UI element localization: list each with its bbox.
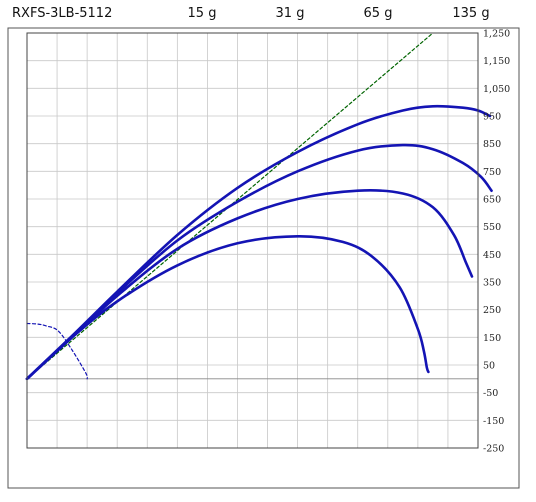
y-tick-label: 750 xyxy=(483,167,501,178)
model-title: RXFS-3LB-5112 xyxy=(12,6,112,21)
plot-border xyxy=(26,32,479,449)
y-tick-label: 1,050 xyxy=(483,84,510,95)
y-tick-label: 350 xyxy=(483,278,501,289)
y-tick-label: 1,250 xyxy=(483,29,510,40)
series-line-31g xyxy=(25,189,474,381)
y-tick-label: 150 xyxy=(483,333,501,344)
weight-label-15g: 15 g xyxy=(188,6,217,21)
grid xyxy=(27,33,478,448)
y-tick-label: 650 xyxy=(483,195,501,206)
outer-frame xyxy=(7,27,520,489)
y-tick-label: 450 xyxy=(483,250,501,261)
y-tick-label: 950 xyxy=(483,112,501,123)
series-line-15g xyxy=(25,235,430,381)
series-line-135g xyxy=(25,104,492,381)
weight-label-65g: 65 g xyxy=(364,6,393,21)
y-tick-label: 50 xyxy=(483,361,495,372)
weight-label-31g: 31 g xyxy=(276,6,305,21)
series-group xyxy=(25,32,493,381)
series-line-dashed-5 xyxy=(26,322,88,380)
y-tick-label: 1,150 xyxy=(483,56,510,67)
y-tick-labels: 1,250 1,150 1,050 950 850 750 650 550 450 350 250 1… xyxy=(483,29,510,455)
y-tick-label: -50 xyxy=(483,388,498,399)
y-tick-label: 550 xyxy=(483,222,501,233)
y-tick-label: 250 xyxy=(483,305,501,316)
weight-label-135g: 135 g xyxy=(452,6,489,21)
y-tick-label: -250 xyxy=(483,444,504,455)
y-tick-label: 850 xyxy=(483,139,501,150)
y-tick-label: -150 xyxy=(483,416,504,427)
